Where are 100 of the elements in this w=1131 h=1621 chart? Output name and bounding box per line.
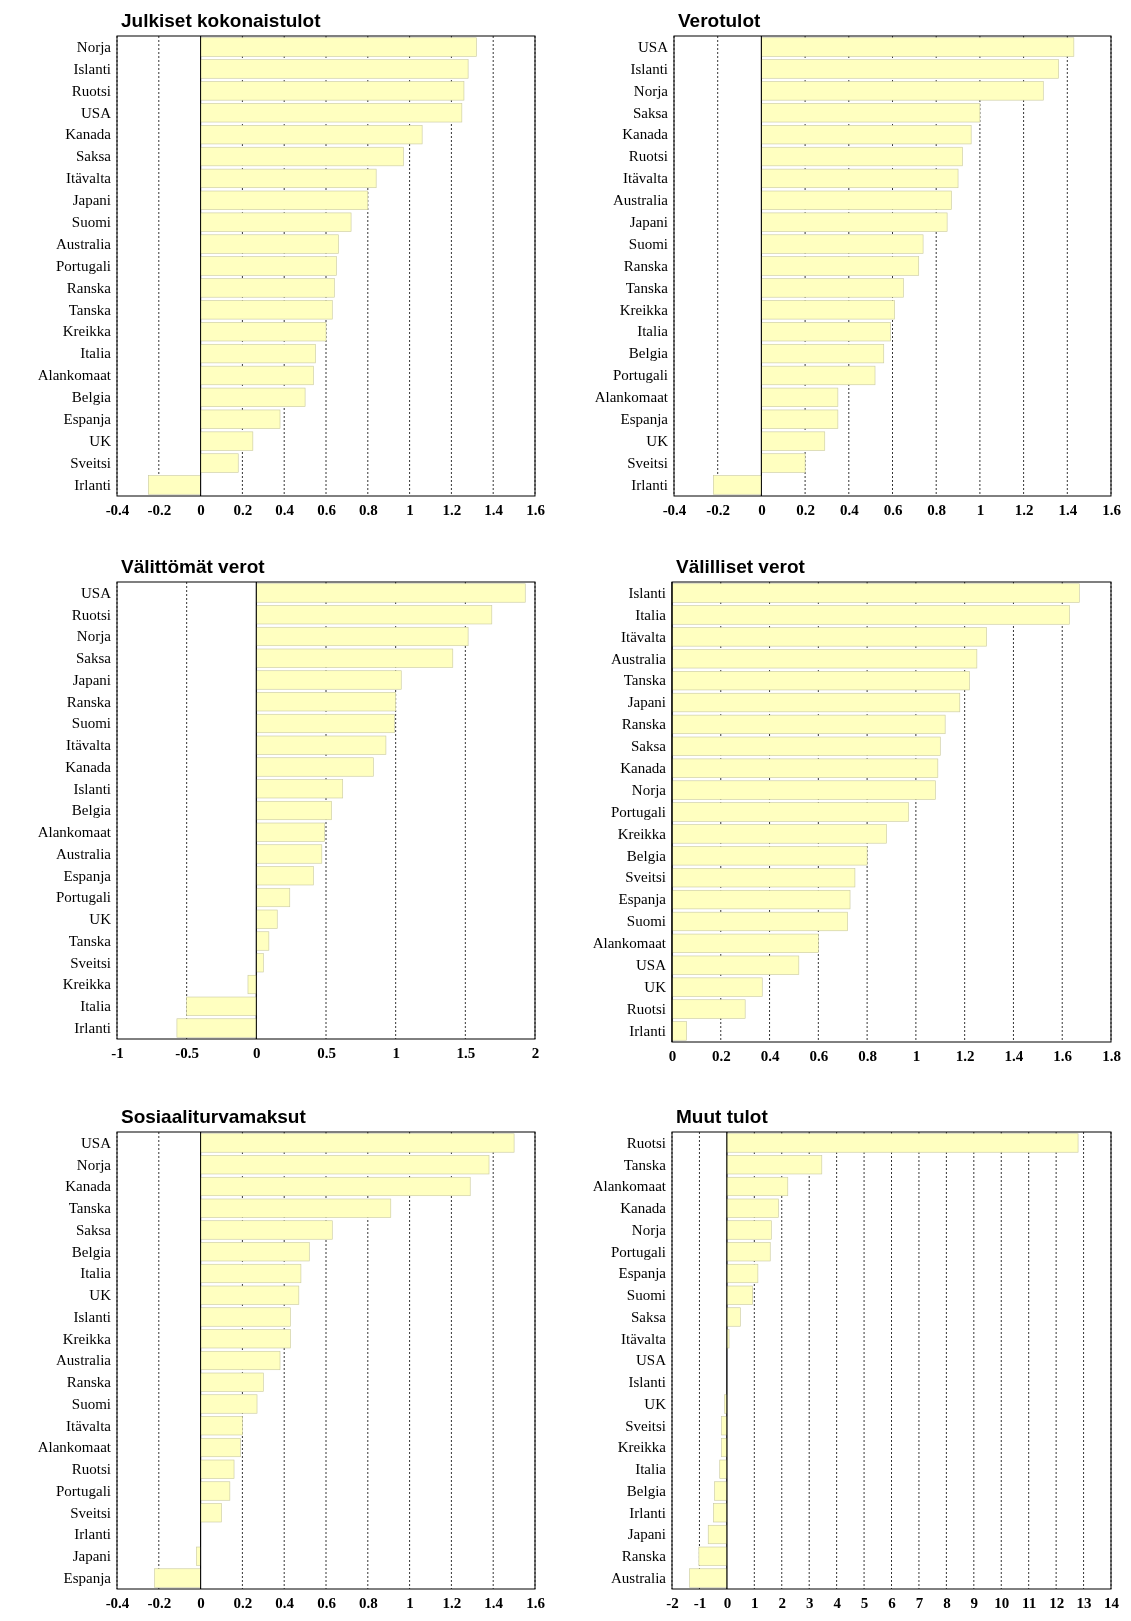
y-tick-label: Alankomaat [592,935,667,952]
y-tick-label: Espanja [63,411,112,428]
y-tick-label: Italia [635,606,667,623]
x-tick-label: 1 [751,1594,759,1611]
x-tick-label: 1.4 [1004,1047,1024,1064]
y-tick-label: Australia [56,845,112,862]
y-tick-label: Belgia [628,345,669,362]
x-tick-label: 1.4 [484,1594,504,1611]
x-tick-label: 10 [994,1594,1010,1611]
y-tick-label: Espanja [618,1265,667,1282]
y-tick-label: Alankomaat [592,1178,667,1195]
y-tick-label: Islanti [628,1374,666,1391]
y-tick-label: Norja [631,1221,667,1238]
y-tick-label: Belgia [71,389,112,406]
x-tick-label: 5 [860,1594,869,1611]
y-tick-label: Kreikka [62,976,112,993]
x-tick-label: 0.2 [796,501,815,518]
y-tick-label: Suomi [626,913,666,930]
x-tick-label: -0.5 [175,1044,200,1061]
x-tick-label: 2 [531,1044,540,1061]
y-tick-label: Tanska [68,1200,112,1217]
y-tick-label: Saksa [631,738,667,755]
y-tick-label: Sveitsi [70,954,111,971]
y-tick-label: UK [89,911,112,928]
y-tick-label: Belgia [626,1482,667,1499]
x-tick-label: 0.5 [317,1044,336,1061]
x-tick-label: 1.2 [955,1047,975,1064]
x-tick-label: 4 [833,1594,842,1611]
x-tick-label: -0.4 [662,501,687,518]
x-tick-label: 0 [197,1594,205,1611]
y-tick-label: Ruotsi [71,606,111,623]
y-tick-label: USA [80,584,112,601]
y-tick-label: Tanska [623,1156,667,1173]
x-tick-label: 0.6 [883,501,903,518]
y-tick-label: Kanada [622,126,669,143]
x-tick-label: 11 [1022,1594,1037,1611]
y-tick-label: Norja [76,1156,112,1173]
y-tick-label: Irlanti [74,476,111,493]
x-tick-label: 14 [1104,1594,1120,1611]
y-tick-label: Irlanti [74,1019,111,1036]
x-tick-label: -0.2 [147,1594,172,1611]
x-tick-label: 0.2 [233,501,253,518]
x-tick-label: 0.6 [809,1047,829,1064]
x-tick-label: 1.2 [442,501,462,518]
y-tick-label: Saksa [633,104,669,121]
y-tick-label: Belgia [71,802,112,819]
x-tick-label: 1.4 [484,501,504,518]
y-tick-label: Portugali [611,803,666,820]
x-tick-label: 1.5 [456,1044,476,1061]
x-tick-label: 1 [912,1047,921,1064]
x-tick-label: 8 [943,1594,951,1611]
chart-title: Sosiaaliturvamaksut [121,1106,307,1127]
y-tick-label: Ranska [621,716,667,733]
x-tick-label: 0 [668,1047,677,1064]
y-tick-label: Espanja [620,411,669,428]
y-tick-label: Irlanti [74,1526,111,1543]
x-tick-label: 1.6 [526,1594,546,1611]
y-tick-label: Saksa [76,650,112,667]
y-tick-label: Australia [611,650,667,667]
y-tick-label: Alankomaat [37,367,112,384]
y-tick-label: Belgia [71,1243,112,1260]
y-tick-label: Islanti [73,780,111,797]
x-tick-label: -0.4 [105,501,130,518]
x-tick-label: -0.4 [105,1594,130,1611]
y-tick-label: Ruotsi [626,1000,666,1017]
y-tick-label: Ranska [623,257,669,274]
y-tick-label: UK [89,432,112,449]
y-tick-label: Espanja [63,867,112,884]
y-tick-label: Portugali [56,889,111,906]
x-tick-label: 6 [888,1594,897,1611]
y-tick-label: Islanti [73,60,111,77]
x-tick-label: 1.6 [526,501,546,518]
y-tick-label: Espanja [63,1569,112,1586]
y-tick-label: Sveitsi [70,1504,111,1521]
y-tick-label: Islanti [628,584,666,601]
y-tick-label: Itävalta [621,628,667,645]
y-tick-label: UK [89,1287,112,1304]
y-tick-label: Alankomaat [37,1439,112,1456]
y-tick-label: Tanska [623,672,667,689]
x-tick-label: 0.8 [858,1047,877,1064]
x-tick-label: 3 [805,1594,814,1611]
y-tick-label: Australia [611,1569,667,1586]
y-tick-label: Saksa [76,148,112,165]
y-tick-label: Irlanti [629,1504,666,1521]
y-tick-label: Sveitsi [627,454,668,471]
x-tick-label: 0.4 [839,501,860,518]
x-tick-label: -0.2 [147,501,172,518]
x-tick-label: 1 [406,501,414,518]
y-tick-label: Kanada [620,1200,667,1217]
y-tick-label: Japani [629,214,668,231]
chart-title: Välilliset verot [676,556,806,577]
y-tick-label: USA [635,957,667,974]
y-tick-label: Irlanti [629,1022,666,1039]
y-tick-label: Ruotsi [71,82,111,99]
y-tick-label: Norja [633,82,669,99]
y-tick-label: Italia [637,323,669,340]
y-tick-label: Tanska [625,279,669,296]
y-tick-label: Kanada [620,760,667,777]
y-tick-label: Itävalta [66,737,112,754]
y-tick-label: Suomi [626,1287,666,1304]
